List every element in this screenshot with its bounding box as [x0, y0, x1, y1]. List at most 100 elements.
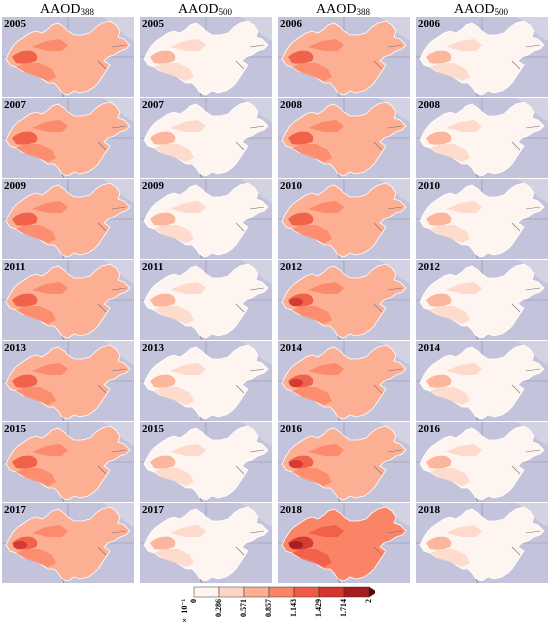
tibet-region — [154, 306, 194, 324]
country-borders — [337, 530, 403, 583]
china-map — [2, 17, 134, 97]
northern-desert-region — [170, 39, 206, 51]
china-map — [278, 341, 410, 421]
year-label: 2006 — [418, 18, 440, 30]
neighbour-land — [516, 503, 548, 527]
colorbar-tick-label: 1.429 — [314, 599, 323, 617]
tibet-region — [154, 468, 194, 486]
year-label: 2005 — [142, 18, 164, 30]
map-panel-2013-aaod388: 2013 — [2, 341, 136, 421]
colorbar: × 10⁻¹ 0 0.286 0.571 0.857 1.143 1.429 1.714 2 — [180, 585, 378, 629]
tibet-region — [154, 225, 194, 243]
northern-desert-region — [32, 201, 68, 213]
taklamakan-region — [426, 131, 452, 145]
neighbour-land — [102, 422, 134, 446]
year-label: 2012 — [418, 261, 440, 273]
colorbar-tick-label: 1.714 — [339, 599, 348, 617]
taklamakan-region — [288, 50, 314, 64]
year-label: 2013 — [4, 342, 26, 354]
china-landmass — [143, 101, 269, 177]
hotspot — [289, 379, 303, 387]
hotspot — [13, 541, 27, 549]
map-panel-2012-aaod500: 2012 — [416, 260, 550, 340]
china-map — [416, 422, 548, 502]
northern-desert-region — [308, 363, 344, 375]
country-borders — [199, 449, 265, 502]
column-header-aaod388-right: AAOD388 — [316, 2, 370, 17]
taklamakan-region — [12, 293, 38, 307]
year-label: 2011 — [142, 261, 164, 273]
column-header-aaod388-left: AAOD388 — [40, 2, 94, 17]
country-borders — [61, 368, 127, 421]
china-map — [278, 422, 410, 502]
neighbour-land — [378, 341, 410, 365]
northern-desert-region — [446, 120, 482, 132]
china-map — [278, 503, 410, 583]
hotspot — [289, 460, 303, 468]
map-panel-2018-aaod500: 2018 — [416, 503, 550, 583]
map-panel-2010-aaod500: 2010 — [416, 179, 550, 259]
china-landmass — [143, 263, 269, 339]
china-landmass — [143, 425, 269, 501]
tibet-region — [292, 387, 332, 405]
china-map — [2, 503, 134, 583]
neighbour-land — [240, 341, 272, 365]
colorbar-tick-label: 2 — [364, 599, 373, 603]
tibet-region — [16, 387, 56, 405]
northern-desert-region — [170, 444, 206, 456]
northern-desert-region — [170, 201, 206, 213]
neighbour-land — [378, 503, 410, 527]
northern-desert-region — [170, 120, 206, 132]
country-borders — [337, 206, 403, 259]
map-panel-2015-aaod500: 2015 — [140, 422, 274, 502]
neighbour-land — [240, 98, 272, 122]
year-label: 2009 — [4, 180, 26, 192]
year-label: 2017 — [4, 504, 26, 516]
neighbour-land — [516, 179, 548, 203]
china-map — [416, 98, 548, 178]
taklamakan-region — [288, 212, 314, 226]
map-panel-2005-aaod500: 2005 — [140, 17, 274, 97]
neighbour-land — [516, 98, 548, 122]
china-landmass — [5, 263, 131, 339]
country-borders — [337, 287, 403, 340]
map-panel-2008-aaod388: 2008 — [278, 98, 412, 178]
china-landmass — [5, 20, 131, 96]
year-label: 2010 — [280, 180, 302, 192]
colorbar-segment — [218, 586, 245, 598]
country-borders — [61, 287, 127, 340]
china-map — [2, 179, 134, 259]
neighbour-land — [102, 341, 134, 365]
china-map — [416, 260, 548, 340]
country-borders — [199, 368, 265, 421]
year-label: 2011 — [4, 261, 26, 273]
northern-desert-region — [32, 282, 68, 294]
year-label: 2008 — [418, 99, 440, 111]
year-label: 2018 — [418, 504, 440, 516]
tibet-region — [430, 144, 470, 162]
china-map — [2, 260, 134, 340]
taklamakan-region — [150, 374, 176, 388]
country-borders — [61, 206, 127, 259]
country-borders — [475, 368, 541, 421]
map-panel-2017-aaod500: 2017 — [140, 503, 274, 583]
year-label: 2007 — [142, 99, 164, 111]
china-map — [140, 422, 272, 502]
neighbour-land — [378, 260, 410, 284]
china-landmass — [5, 182, 131, 258]
country-borders — [61, 44, 127, 97]
china-landmass — [419, 344, 545, 420]
china-landmass — [419, 101, 545, 177]
china-landmass — [143, 20, 269, 96]
neighbour-land — [102, 179, 134, 203]
year-label: 2017 — [142, 504, 164, 516]
northern-desert-region — [32, 120, 68, 132]
colorbar-tick-label: 0.857 — [264, 599, 273, 617]
colorbar-segment — [318, 586, 345, 598]
neighbour-land — [102, 98, 134, 122]
map-panel-2017-aaod388: 2017 — [2, 503, 136, 583]
neighbour-land — [240, 503, 272, 527]
neighbour-land — [378, 422, 410, 446]
colorbar-tick-label: 0.571 — [239, 599, 248, 617]
northern-desert-region — [32, 525, 68, 537]
